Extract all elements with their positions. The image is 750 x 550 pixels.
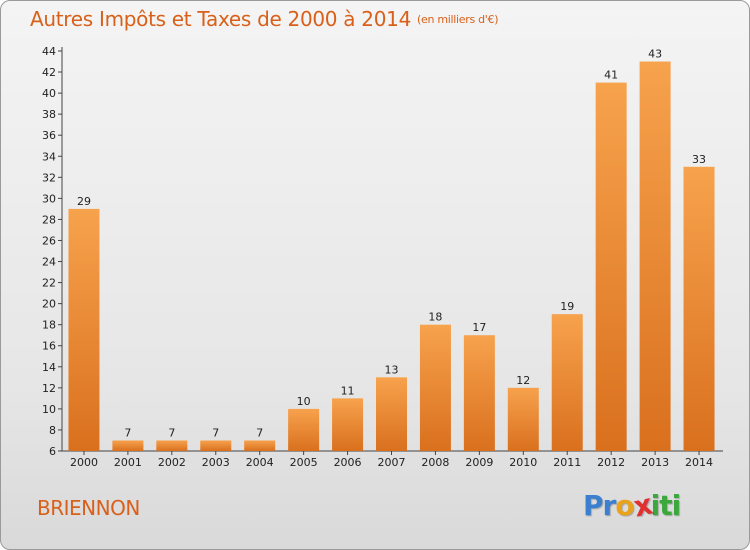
bar (507, 387, 539, 451)
bar (463, 335, 495, 451)
bar (551, 314, 583, 451)
bar-value-label: 7 (256, 426, 263, 439)
bar-value-label: 7 (168, 426, 175, 439)
y-tick-label: 32 (42, 171, 56, 184)
bar (288, 408, 320, 451)
x-tick-label: 2006 (334, 456, 362, 469)
y-tick-label: 42 (42, 66, 56, 79)
bar-value-label: 7 (212, 426, 219, 439)
bar (595, 82, 627, 451)
y-tick-label: 40 (42, 87, 56, 100)
bar-value-label: 43 (648, 48, 662, 61)
x-tick-label: 2013 (641, 456, 669, 469)
x-tick-label: 2003 (202, 456, 230, 469)
bar-value-label: 18 (428, 311, 442, 324)
x-tick-label: 2011 (553, 456, 581, 469)
bar (156, 440, 188, 451)
bar-value-label: 7 (124, 426, 131, 439)
chart-title-unit: (en milliers d'€) (417, 13, 499, 26)
y-tick-label: 14 (42, 361, 56, 374)
bar (376, 377, 407, 451)
bar-value-label: 12 (516, 374, 530, 387)
bar (112, 440, 144, 451)
y-tick-label: 18 (42, 319, 56, 332)
bar-value-label: 33 (692, 153, 706, 166)
y-tick-label: 6 (49, 445, 56, 458)
bar (200, 440, 232, 451)
x-tick-label: 2014 (685, 456, 713, 469)
y-tick-label: 30 (42, 192, 56, 205)
y-tick-label: 12 (42, 382, 56, 395)
logo-letter: P (583, 489, 604, 522)
logo-letter: i (650, 489, 661, 522)
x-tick-label: 2010 (509, 456, 537, 469)
x-tick-label: 2008 (421, 456, 449, 469)
logo-letter: t (659, 489, 672, 522)
bar (68, 208, 100, 451)
logo-letter: i (671, 489, 682, 522)
logo-letter: r (602, 489, 617, 522)
bar-value-label: 19 (560, 300, 574, 313)
chart-title: Autres Impôts et Taxes de 2000 à 2014 (en… (30, 7, 498, 31)
x-tick-label: 2012 (597, 456, 625, 469)
bar-value-label: 29 (77, 195, 91, 208)
y-tick-label: 34 (42, 150, 56, 163)
bar-value-label: 11 (341, 384, 355, 397)
y-tick-label: 16 (42, 340, 56, 353)
bar-value-label: 10 (297, 395, 311, 408)
bar (332, 398, 364, 451)
commune-name: BRIENNON (37, 496, 140, 520)
y-tick-label: 8 (49, 424, 56, 437)
y-tick-label: 22 (42, 277, 56, 290)
bar-value-label: 13 (385, 363, 399, 376)
chart-title-text: Autres Impôts et Taxes de 2000 à 2014 (30, 7, 411, 31)
bar-value-label: 17 (472, 321, 486, 334)
bar (639, 61, 671, 452)
bar-value-label: 41 (604, 69, 618, 82)
x-tick-label: 2009 (465, 456, 493, 469)
logo-letter: o (615, 489, 634, 522)
x-tick-label: 2000 (70, 456, 98, 469)
bar (683, 166, 715, 451)
y-tick-label: 38 (42, 108, 56, 121)
x-tick-label: 2007 (378, 456, 406, 469)
y-tick-label: 26 (42, 234, 56, 247)
y-tick-label: 20 (42, 298, 56, 311)
y-tick-label: 28 (42, 213, 56, 226)
bar (419, 324, 451, 451)
x-tick-label: 2002 (158, 456, 186, 469)
x-tick-label: 2004 (246, 456, 274, 469)
proxiti-logo: Proxiti (583, 488, 682, 524)
bar (244, 440, 276, 451)
x-tick-label: 2001 (114, 456, 142, 469)
y-tick-label: 24 (42, 256, 56, 269)
y-tick-label: 44 (42, 45, 56, 58)
y-tick-label: 36 (42, 129, 56, 142)
y-tick-label: 10 (42, 403, 56, 416)
x-tick-label: 2005 (290, 456, 318, 469)
